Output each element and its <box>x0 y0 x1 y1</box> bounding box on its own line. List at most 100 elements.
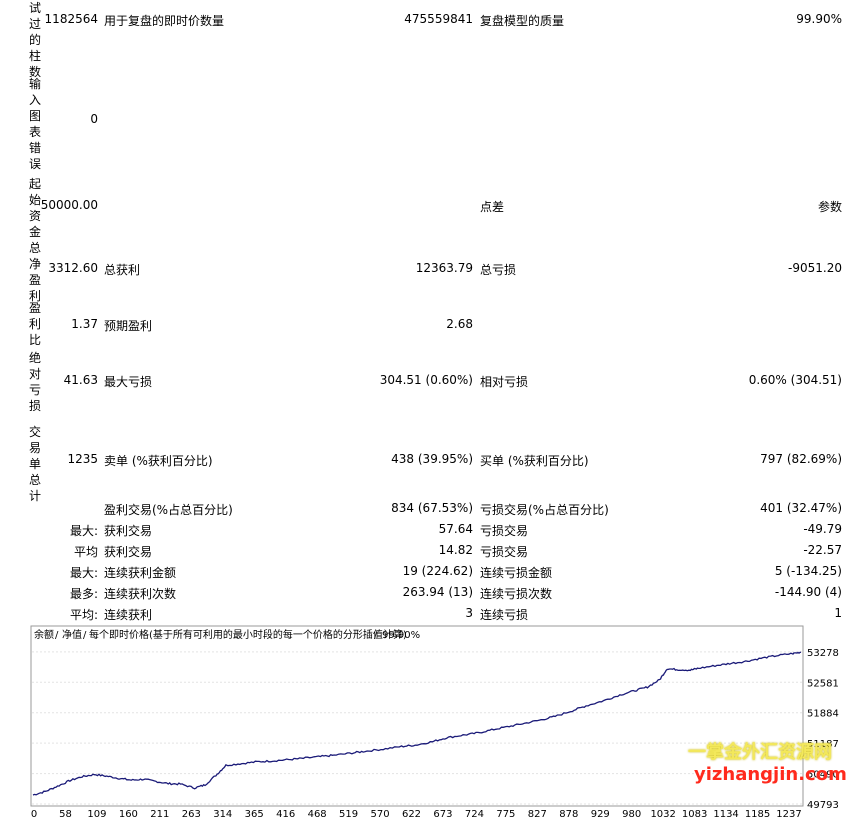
largest-prefix: 最大: <box>69 524 98 538</box>
average-prefix: 平均 <box>73 545 98 559</box>
x-axis-ticks: 0 58 109 160 211 263 314 365 416 468 519 570 622 673 7… <box>31 809 802 820</box>
x-tick-label: 314 <box>213 809 232 820</box>
model-quality-value: 99.90% <box>796 12 842 26</box>
short-positions-label: 卖单 (%获利百分比) <box>104 454 213 468</box>
legend-sep-3: / <box>374 630 378 641</box>
parameters-value: 参数 <box>817 200 842 214</box>
y-tick-label: 51884 <box>807 709 839 720</box>
legend-sep-1: / <box>55 630 59 641</box>
legend-quality: 99.90% <box>382 630 420 641</box>
maximal-consec-prefix: 最多: <box>69 587 98 601</box>
average-profit-label: 获利交易 <box>104 545 153 559</box>
x-tick-label: 1083 <box>682 809 707 820</box>
chart-grid <box>32 651 802 805</box>
gross-profit-label: 总获利 <box>104 263 141 277</box>
max-consec-prefix: 最大: <box>69 566 98 580</box>
deposit-label: 起始资金 <box>28 177 41 239</box>
y-tick-label: 53278 <box>807 648 839 659</box>
chart-frame <box>30 625 804 807</box>
x-tick-label: 775 <box>496 809 515 820</box>
largest-profit-label: 获利交易 <box>104 524 153 538</box>
x-tick-label: 673 <box>433 809 452 820</box>
x-tick-label: 980 <box>622 809 641 820</box>
ticks-label: 用于复盘的即时价数量 <box>104 14 225 28</box>
x-tick-label: 724 <box>465 809 484 820</box>
profit-trades-label: 盈利交易(%占总百分比) <box>104 503 233 517</box>
expected-payoff-value: 2.68 <box>446 317 473 331</box>
max-consec-wins-value: 19 (224.62) <box>402 564 473 578</box>
total-trades-label: 交易单总计 <box>28 425 41 503</box>
legend-equity: 净值 <box>62 628 82 641</box>
average-loss-value: -22.57 <box>803 543 842 557</box>
x-tick-label: 827 <box>528 809 547 820</box>
y-tick-label: 49793 <box>807 800 839 811</box>
x-tick-label: 0 <box>31 809 37 820</box>
watermark-title: 一掌金外汇资源网 <box>688 742 832 763</box>
expected-payoff-label: 预期盈利 <box>104 319 153 333</box>
legend-balance: 余额 <box>34 628 54 641</box>
max-consec-losses-value: 5 (-134.25) <box>774 564 842 578</box>
max-drawdown-value: 304.51 (0.60%) <box>379 373 473 387</box>
max-consec-losses-label: 连续亏损金额 <box>480 566 553 580</box>
x-tick-label: 468 <box>308 809 327 820</box>
deposit-value: 50000.00 <box>40 198 98 212</box>
loss-trades-label: 亏损交易(%占总百分比) <box>480 503 609 517</box>
errors-label: 输入图表错误 <box>28 77 41 171</box>
gross-loss-value: -9051.20 <box>788 261 842 275</box>
abs-drawdown-label: 绝对亏损 <box>28 351 41 413</box>
x-tick-label: 365 <box>245 809 264 820</box>
bars-value: 1182564 <box>44 12 98 26</box>
rel-drawdown-value: 0.60% (304.51) <box>748 373 842 387</box>
largest-profit-value: 57.64 <box>438 522 473 536</box>
maximal-consec-profit-label: 连续获利次数 <box>104 587 177 601</box>
watermark-url: yizhangjin.com <box>694 764 847 785</box>
rel-drawdown-label: 相对亏损 <box>480 375 529 389</box>
x-tick-label: 1134 <box>713 809 738 820</box>
max-drawdown-label: 最大亏损 <box>104 375 153 389</box>
loss-trades-value: 401 (32.47%) <box>760 501 842 515</box>
maximal-consec-loss-label: 连续亏损次数 <box>480 587 553 601</box>
avg-consec-wins-label: 连续获利 <box>104 608 153 622</box>
avg-consec-losses-label: 连续亏损 <box>480 608 529 622</box>
x-tick-label: 58 <box>59 809 72 820</box>
x-tick-label: 622 <box>402 809 421 820</box>
largest-loss-value: -49.79 <box>803 522 842 536</box>
x-tick-label: 929 <box>591 809 610 820</box>
avg-consec-losses-value: 1 <box>834 606 842 620</box>
errors-value: 0 <box>90 112 98 126</box>
profit-factor-value: 1.37 <box>71 317 98 331</box>
long-positions-value: 797 (82.69%) <box>760 452 842 466</box>
gross-loss-label: 总亏损 <box>480 263 517 277</box>
largest-loss-label: 亏损交易 <box>480 524 529 538</box>
average-loss-label: 亏损交易 <box>480 545 529 559</box>
legend-sep-2: / <box>83 630 87 641</box>
x-tick-label: 160 <box>119 809 138 820</box>
gross-profit-value: 12363.79 <box>415 261 473 275</box>
y-axis-ticks: 53278 52581 51884 51187 50490 49793 <box>807 648 839 811</box>
x-tick-label: 263 <box>182 809 201 820</box>
balance-series-line <box>32 651 802 796</box>
x-tick-label: 211 <box>150 809 169 820</box>
bars-label: 试过的柱数 <box>28 1 41 79</box>
x-tick-label: 519 <box>339 809 358 820</box>
x-tick-label: 1032 <box>650 809 675 820</box>
max-consec-wins-label: 连续获利金额 <box>104 566 177 580</box>
abs-drawdown-value: 41.63 <box>63 373 98 387</box>
x-tick-label: 109 <box>87 809 106 820</box>
avg-consec-prefix: 平均: <box>69 608 98 622</box>
y-tick-label: 50490 <box>807 770 839 781</box>
x-tick-label: 878 <box>559 809 578 820</box>
short-positions-value: 438 (39.95%) <box>391 452 473 466</box>
long-positions-label: 买单 (%获利百分比) <box>480 454 589 468</box>
profit-trades-value: 834 (67.53%) <box>391 501 473 515</box>
legend-description: 每个即时价格(基于所有可利用的最小时段的每一个价格的分形插值计算) <box>89 628 407 641</box>
net-profit-value: 3312.60 <box>48 261 98 275</box>
profit-factor-label: 盈利比 <box>28 301 41 347</box>
y-tick-label: 52581 <box>807 678 839 689</box>
x-tick-label: 570 <box>370 809 389 820</box>
model-quality-label: 复盘模型的质量 <box>480 14 565 28</box>
spread-label: 点差 <box>480 200 505 214</box>
net-profit-label: 总净盈利 <box>28 241 41 303</box>
x-tick-label: 1185 <box>745 809 770 820</box>
